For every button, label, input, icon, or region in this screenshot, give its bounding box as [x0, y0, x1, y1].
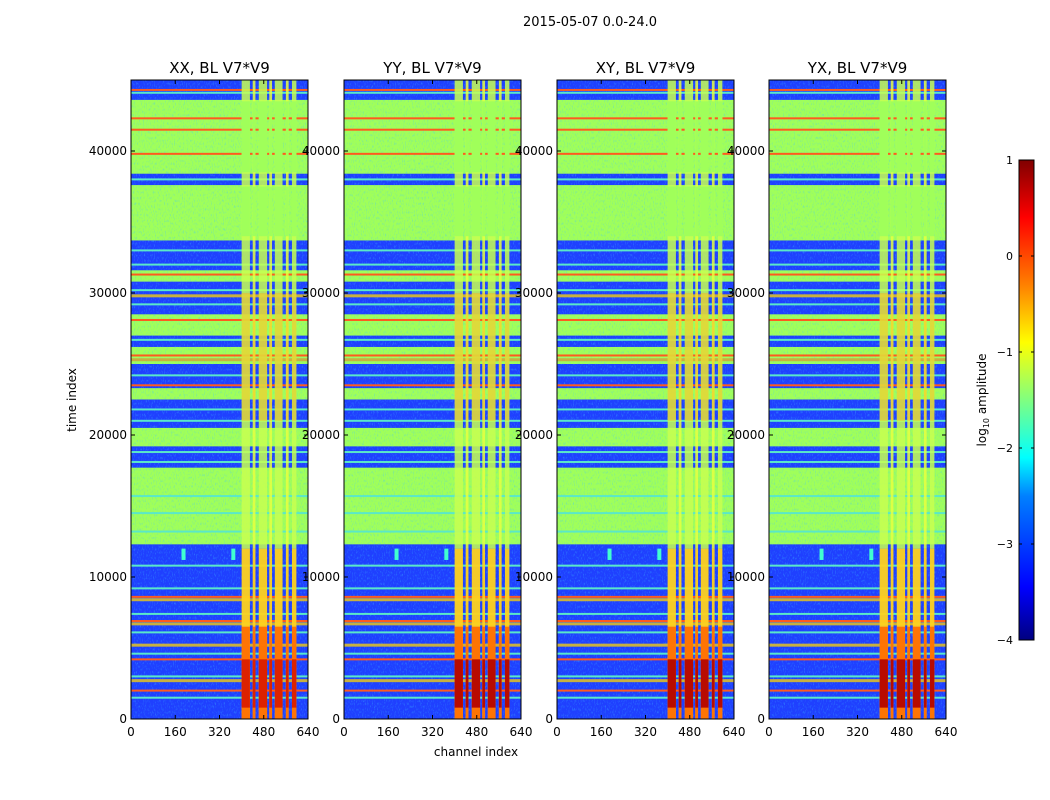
x-tick-label: 640	[297, 725, 320, 739]
x-tick-label: 320	[208, 725, 231, 739]
x-tick-label: 320	[421, 725, 444, 739]
y-tick-label: 10000	[89, 570, 127, 584]
colorbar-tick-label: −4	[997, 634, 1013, 647]
y-tick-label: 0	[332, 712, 340, 726]
y-tick-label: 30000	[89, 286, 127, 300]
x-tick-label: 160	[802, 725, 825, 739]
y-tick-label: 30000	[515, 286, 553, 300]
y-tick-label: 40000	[89, 144, 127, 158]
x-tick-label: 160	[377, 725, 400, 739]
x-tick-label: 0	[765, 725, 773, 739]
x-tick-label: 480	[465, 725, 488, 739]
x-tick-label: 480	[252, 725, 275, 739]
colorbar-tick-label: 1	[1006, 154, 1013, 167]
x-tick-label: 640	[510, 725, 533, 739]
panel-title: YY, BL V7*V9	[382, 59, 481, 77]
x-tick-label: 0	[127, 725, 135, 739]
y-tick-label: 40000	[302, 144, 340, 158]
heatmap-image	[344, 80, 521, 719]
y-tick-label: 10000	[302, 570, 340, 584]
y-tick-label: 10000	[515, 570, 553, 584]
x-tick-label: 160	[164, 725, 187, 739]
y-tick-label: 10000	[727, 570, 765, 584]
y-tick-label: 0	[119, 712, 127, 726]
y-tick-label: 0	[545, 712, 553, 726]
colorbar-gradient	[1018, 159, 1035, 641]
colorbar: 1 0 −1 −2 −3 −4 log10 amplitude	[975, 154, 1035, 647]
panel-title: YX, BL V7*V9	[807, 59, 908, 77]
x-tick-label: 320	[846, 725, 869, 739]
colorbar-tick-label: 0	[1006, 250, 1013, 263]
panel-2: YY, BL V7*V9 0 160 320 480 640 0 10000 20000 3000…	[302, 59, 533, 739]
panel-title: XX, BL V7*V9	[169, 59, 270, 77]
colorbar-tick-label: −2	[997, 442, 1013, 455]
colorbar-tick-label: −1	[997, 346, 1013, 359]
panel-4: YX, BL V7*V9 0 160 320 480 640 0 10000 20000 3000…	[727, 59, 958, 739]
y-tick-label: 0	[757, 712, 765, 726]
y-tick-label: 40000	[727, 144, 765, 158]
x-tick-label: 160	[590, 725, 613, 739]
heatmap-image	[769, 80, 946, 719]
colorbar-label: log10 amplitude	[975, 354, 991, 447]
heatmap-image	[131, 80, 308, 719]
y-tick-label: 20000	[727, 428, 765, 442]
panel-title: XY, BL V7*V9	[596, 59, 696, 77]
x-tick-label: 480	[678, 725, 701, 739]
y-tick-label: 20000	[302, 428, 340, 442]
x-tick-label: 320	[634, 725, 657, 739]
y-tick-label: 40000	[515, 144, 553, 158]
panel-3: XY, BL V7*V9 0 160 320 480 640 0 10000 20000 3000…	[515, 59, 746, 739]
heatmap-image	[557, 80, 734, 719]
figure-ylabel: time index	[65, 368, 79, 432]
x-tick-label: 640	[723, 725, 746, 739]
colorbar-tick-label: −3	[997, 538, 1013, 551]
x-tick-label: 0	[553, 725, 561, 739]
panel-1: XX, BL V7*V9 0 160 320 480 640 0 10000 20000 3000…	[89, 59, 320, 739]
y-tick-label: 30000	[302, 286, 340, 300]
y-tick-label: 20000	[89, 428, 127, 442]
x-tick-label: 0	[340, 725, 348, 739]
figure-xlabel: channel index	[434, 745, 518, 759]
figure-suptitle: 2015-05-07 0.0-24.0	[523, 15, 657, 30]
x-tick-label: 480	[890, 725, 913, 739]
y-tick-label: 30000	[727, 286, 765, 300]
x-tick-label: 640	[935, 725, 958, 739]
y-tick-label: 20000	[515, 428, 553, 442]
